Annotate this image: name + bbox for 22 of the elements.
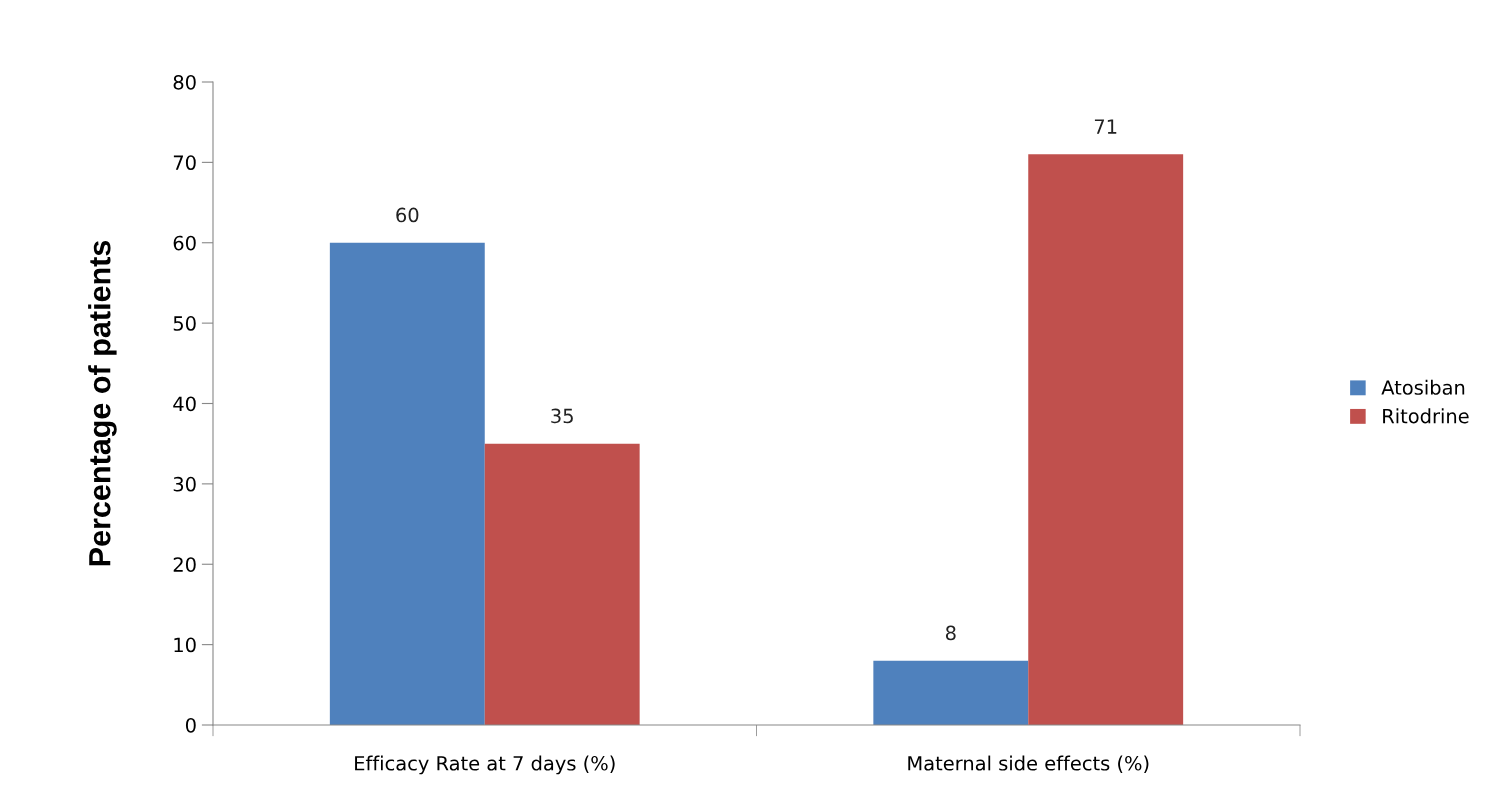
bar	[873, 660, 1029, 725]
data-label: 71	[1094, 119, 1117, 134]
legend-label: Atosiban	[1381, 379, 1465, 395]
data-label: 35	[551, 408, 573, 424]
x-tick-label: Efficacy Rate at 7 days (%)	[355, 755, 615, 775]
y-tick-label: 20	[173, 557, 196, 572]
y-axis-title: Percentage of patients	[88, 240, 117, 566]
y-tick-label: 70	[173, 155, 196, 171]
y-tick-label: 50	[173, 316, 196, 331]
legend-label: Ritodrine	[1383, 408, 1469, 424]
y-tick-label: 30	[173, 476, 196, 492]
y-tick-label: 80	[173, 74, 196, 90]
bar	[484, 443, 640, 725]
x-tick-label: Maternal side effects (%)	[908, 755, 1149, 773]
y-tick-label: 10	[174, 637, 196, 653]
bar	[329, 242, 485, 725]
y-tick-label: 40	[173, 396, 196, 412]
bar	[1028, 154, 1184, 725]
data-label: 60	[396, 207, 419, 223]
data-label: 8	[945, 625, 956, 641]
y-tick-label: 0	[185, 717, 196, 733]
y-tick-label: 60	[173, 235, 196, 251]
